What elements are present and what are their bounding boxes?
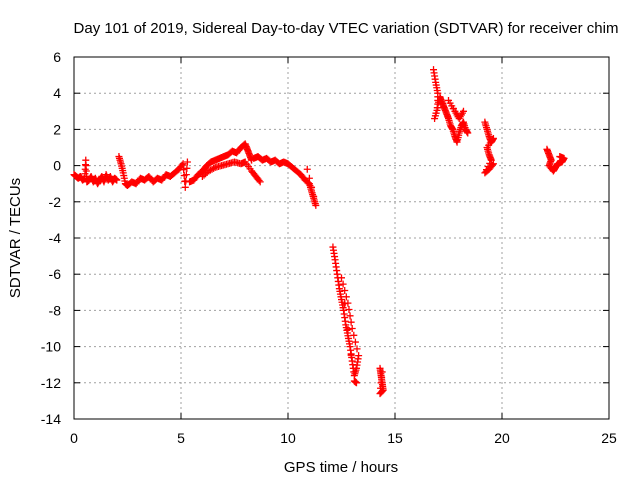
series-arc-10: [543, 145, 568, 175]
series-arc-8: [430, 66, 472, 146]
data-point: [489, 160, 497, 168]
data-point: [459, 107, 467, 115]
data-point: [348, 325, 356, 332]
data-point: [338, 274, 345, 282]
data-point: [351, 338, 359, 346]
x-axis-label: GPS time / hours: [284, 459, 398, 476]
y-tick-label: 4: [53, 85, 61, 101]
data-point: [183, 158, 191, 166]
data-points: [70, 66, 568, 398]
data-point: [255, 177, 263, 185]
data-point: [431, 115, 439, 123]
data-point: [183, 164, 191, 172]
series-arc-1: [70, 156, 121, 188]
data-point: [308, 183, 316, 191]
data-point: [182, 171, 190, 179]
y-tick-label: 6: [53, 49, 61, 65]
x-tick-label: 10: [280, 430, 296, 446]
series-arc-6: [329, 243, 363, 387]
data-point: [179, 160, 187, 168]
chart-title: Day 101 of 2019, Sidereal Day-to-day VTE…: [74, 20, 619, 37]
series-arc-9: [481, 118, 497, 177]
tick-labels: 0 5 10 15 20 25 -14 -12 -10 -8 -6 -4 -2 0 2 4 6: [41, 49, 617, 446]
data-point: [433, 104, 441, 112]
data-point: [303, 165, 311, 173]
plot-frame: [73, 56, 610, 420]
y-tick-label: -4: [49, 230, 62, 246]
data-point: [353, 345, 361, 353]
data-point: [310, 192, 318, 200]
data-point: [312, 201, 320, 209]
data-point: [305, 174, 313, 182]
data-point: [339, 280, 347, 288]
y-tick-label: -14: [41, 411, 61, 427]
y-tick-label: -6: [49, 266, 62, 282]
data-point: [378, 368, 386, 376]
data-point: [210, 164, 218, 172]
series-arc-5: [250, 153, 320, 209]
series-arc-2: [115, 153, 191, 191]
y-axis-label: SDTVAR / TECUs: [7, 178, 24, 298]
y-tick-label: -8: [49, 302, 62, 318]
series-arc-7: [376, 364, 387, 398]
data-point: [178, 161, 186, 169]
y-tick-label: -10: [41, 339, 61, 355]
grid: [74, 57, 609, 419]
data-point: [181, 183, 189, 191]
data-point: [347, 318, 355, 326]
data-point: [342, 293, 350, 301]
data-point: [464, 129, 472, 137]
y-tick-label: -2: [49, 194, 62, 210]
series-arc-4: [198, 158, 264, 186]
data-point: [341, 300, 349, 308]
data-point: [556, 153, 564, 161]
series-arc-3: [186, 140, 256, 186]
x-tick-label: 0: [70, 430, 78, 446]
data-point: [113, 176, 121, 184]
data-point: [180, 166, 188, 174]
data-point: [487, 156, 495, 164]
data-point: [432, 109, 440, 117]
x-tick-label: 5: [177, 430, 185, 446]
data-point: [355, 352, 363, 360]
y-tick-label: -12: [41, 375, 61, 391]
y-tick-label: 2: [53, 121, 61, 137]
data-point: [347, 351, 355, 359]
data-point: [341, 286, 349, 294]
data-point: [346, 312, 354, 320]
data-point: [459, 121, 467, 129]
data-point: [256, 178, 264, 186]
x-tick-label: 20: [494, 430, 510, 446]
x-tick-label: 15: [387, 430, 403, 446]
y-tick-label: 0: [53, 158, 61, 174]
x-tick-label: 25: [601, 430, 617, 446]
data-point: [345, 305, 353, 313]
data-point: [488, 161, 496, 169]
data-point: [344, 325, 352, 333]
data-point: [350, 331, 358, 339]
data-point: [352, 379, 360, 387]
